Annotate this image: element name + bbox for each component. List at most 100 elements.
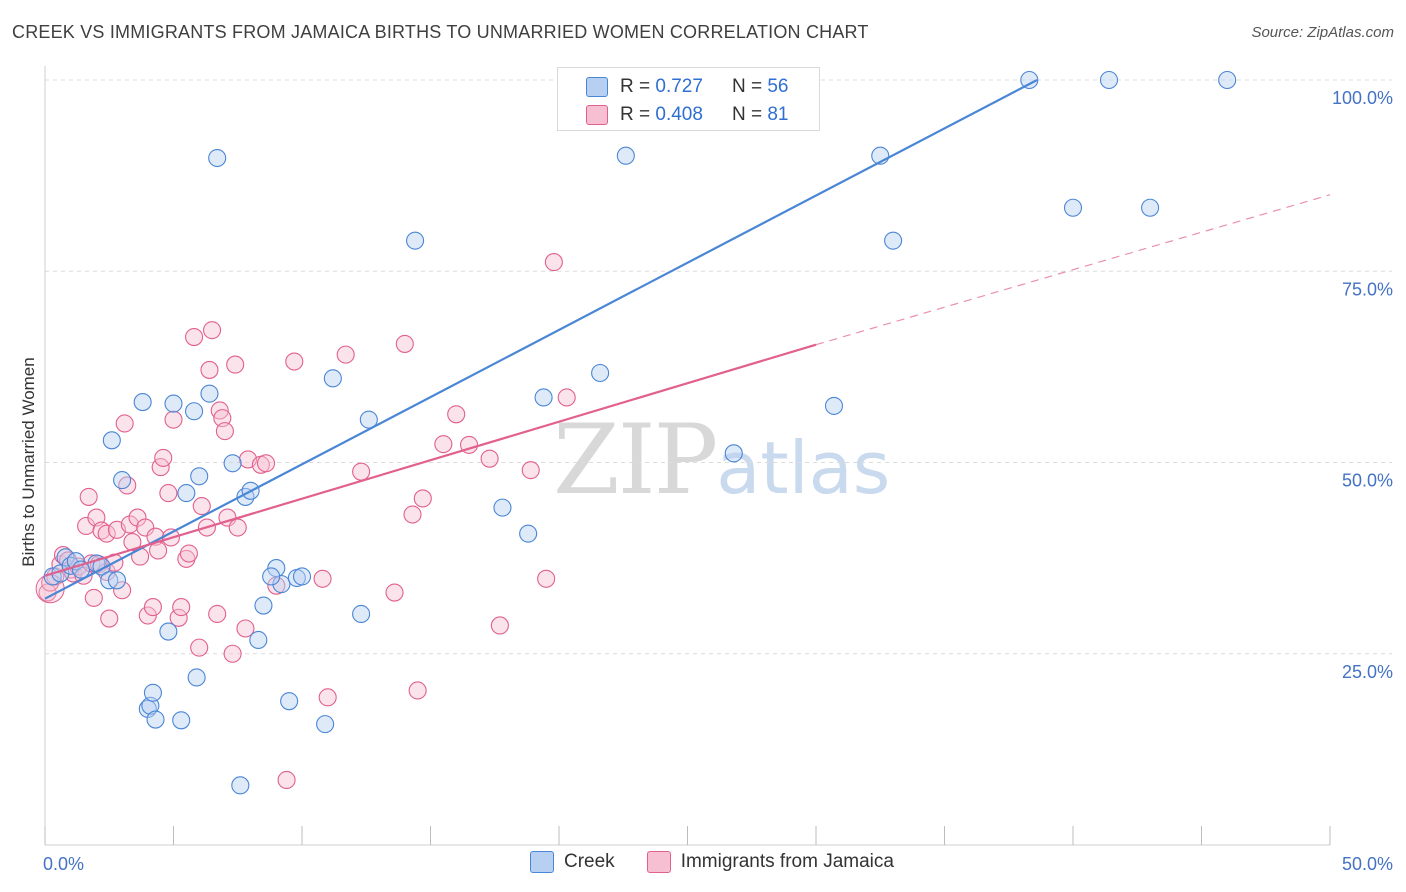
creek-point-12 <box>133 393 152 412</box>
creek-point-30 <box>249 630 268 650</box>
jamaica-point-42 <box>179 544 198 563</box>
jamaica-point-60 <box>256 454 276 473</box>
jamaica-trend-line <box>44 343 817 577</box>
jamaica-point-66 <box>336 345 355 364</box>
legend-jamaica-swatch <box>646 851 671 873</box>
jamaica-point-30 <box>138 606 157 625</box>
creek-point-15 <box>143 683 162 702</box>
stats-legend: R = 0.727 N = 56 R = 0.408 N = 81 <box>557 67 820 131</box>
x-tick-label-1: 50.0% <box>1342 854 1393 874</box>
jamaica-point-77 <box>490 616 509 635</box>
creek-r-value: 0.727 <box>655 76 703 97</box>
jamaica-point-11 <box>79 487 98 506</box>
creek-point-27 <box>231 776 250 795</box>
creek-point-54 <box>1063 198 1083 217</box>
creek-point-50 <box>824 396 844 415</box>
jamaica-point-63 <box>285 352 304 371</box>
jamaica-point-68 <box>385 583 404 602</box>
watermark: ZIPatlas <box>553 404 890 516</box>
jamaica-r-value: 0.408 <box>655 104 703 125</box>
creek-point-19 <box>172 711 191 730</box>
creek-point-17 <box>159 622 178 641</box>
jamaica-swatch <box>586 105 608 125</box>
creek-point-36 <box>292 567 312 586</box>
creek-point-33 <box>272 575 291 594</box>
y-tick-label-0: 25.0% <box>1342 662 1393 682</box>
jamaica-point-71 <box>408 681 427 700</box>
creek-point-53 <box>1020 70 1039 90</box>
jamaica-point-52 <box>215 422 234 441</box>
creek-point-43 <box>493 498 512 517</box>
jamaica-points <box>35 253 576 790</box>
creek-point-52 <box>884 231 903 250</box>
creek-n-label: N = <box>731 76 763 97</box>
legend-creek-label: Creek <box>564 851 615 872</box>
jamaica-point-69 <box>395 334 414 353</box>
jamaica-point-22 <box>113 581 132 600</box>
chart-title: CREEK VS IMMIGRANTS FROM JAMAICA BIRTHS … <box>12 22 869 42</box>
jamaica-point-54 <box>223 644 242 663</box>
watermark-atlas: atlas <box>716 426 891 510</box>
jamaica-point-36 <box>159 484 178 503</box>
grid-lines <box>45 79 1392 655</box>
jamaica-point-43 <box>185 327 204 347</box>
creek-point-34 <box>280 692 299 711</box>
jamaica-point-47 <box>200 360 219 379</box>
stats-row-jamaica: R = 0.408 N = 81 <box>558 101 788 129</box>
creek-point-23 <box>190 467 209 486</box>
jamaica-point-38 <box>164 410 183 429</box>
jamaica-point-16 <box>92 521 111 540</box>
creek-point-10 <box>113 471 132 490</box>
creek-point-24 <box>200 384 219 403</box>
legend-creek-swatch <box>530 851 554 873</box>
jamaica-point-73 <box>434 435 453 454</box>
creek-point-55 <box>1099 70 1119 90</box>
jamaica-point-57 <box>236 619 255 638</box>
creek-swatch <box>586 77 608 97</box>
creek-point-40 <box>352 604 371 624</box>
x-tick-label-0: 0.0% <box>43 854 84 874</box>
jamaica-point-72 <box>413 489 432 508</box>
jamaica-point-79 <box>537 569 556 588</box>
creek-point-47 <box>616 146 635 165</box>
creek-point-45 <box>534 388 553 407</box>
jamaica-point-78 <box>521 461 540 480</box>
jamaica-point-55 <box>226 355 245 374</box>
creek-point-25 <box>208 148 227 168</box>
jamaica-point-67 <box>352 462 371 481</box>
axes <box>44 66 1331 846</box>
jamaica-point-45 <box>192 497 211 516</box>
creek-point-26 <box>223 454 242 473</box>
creek-point-39 <box>323 369 342 388</box>
creek-point-56 <box>1218 70 1237 90</box>
legend-jamaica-label: Immigrants from Jamaica <box>680 851 894 872</box>
trend-lines <box>44 79 1331 600</box>
creek-point-8 <box>102 431 121 450</box>
jamaica-point-39 <box>169 608 188 627</box>
jamaica-point-18 <box>97 524 116 543</box>
creek-point-37 <box>262 567 281 586</box>
jamaica-point-76 <box>480 449 499 468</box>
y-tick-label-1: 50.0% <box>1342 471 1393 491</box>
creek-point-9 <box>100 571 119 590</box>
jamaica-point-64 <box>313 569 332 588</box>
creek-point-22 <box>187 668 206 687</box>
jamaica-point-29 <box>136 518 155 537</box>
creek-point-21 <box>185 402 204 421</box>
jamaica-point-40 <box>172 598 191 617</box>
creek-point-2 <box>56 548 75 567</box>
jamaica-point-28 <box>131 547 150 566</box>
jamaica-point-24 <box>118 476 137 495</box>
stats-row-creek: R = 0.727 N = 56 <box>558 73 788 101</box>
creek-point-20 <box>177 484 196 503</box>
series-legend: Creek Immigrants from Jamaica <box>530 851 894 873</box>
creek-point-16 <box>146 710 165 729</box>
jamaica-point-70 <box>403 505 422 524</box>
tick-labels: 25.0% 50.0% 75.0% 100.0% 0.0% 50.0% Births to … <box>19 88 1393 874</box>
creek-points <box>43 70 1237 795</box>
jamaica-n-label: N = <box>731 104 763 125</box>
creek-point-11 <box>107 571 127 590</box>
watermark-zip: ZIP <box>553 404 718 516</box>
jamaica-point-44 <box>190 638 209 657</box>
